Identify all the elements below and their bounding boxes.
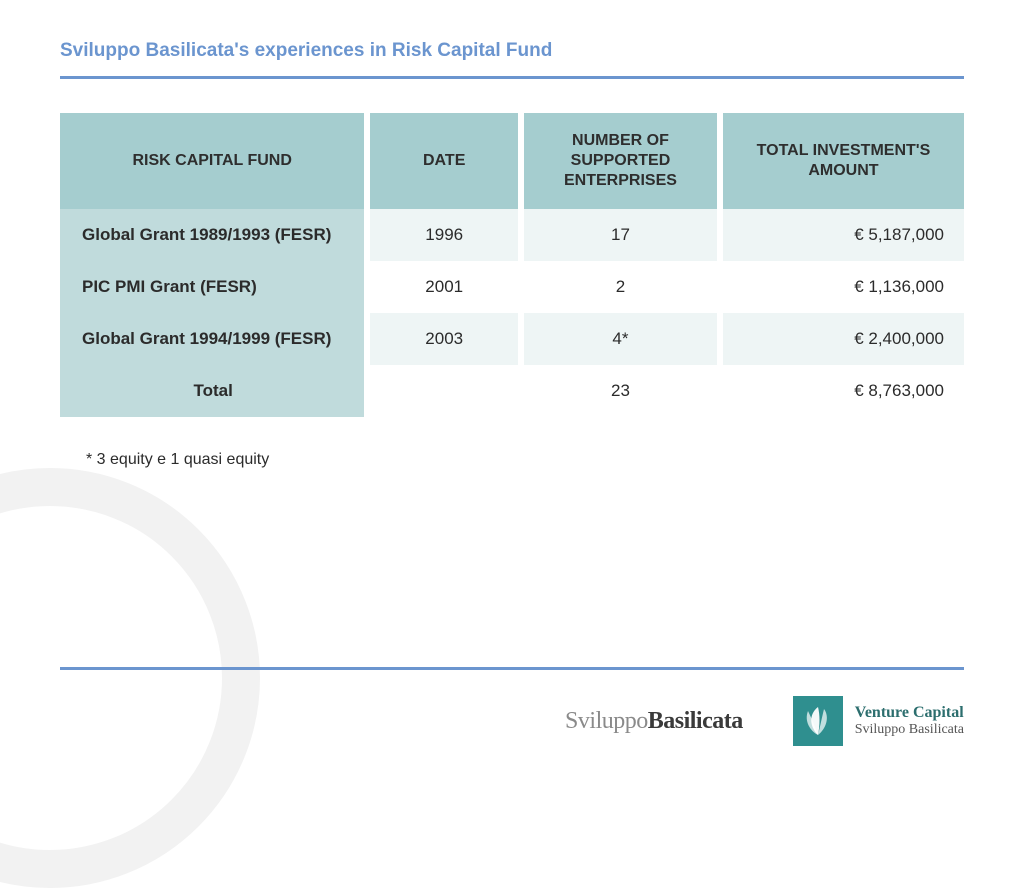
title-rule xyxy=(60,76,964,79)
table-row: Global Grant 1994/1999 (FESR) 2003 4* € … xyxy=(60,313,964,365)
table-row: Global Grant 1989/1993 (FESR) 1996 17 € … xyxy=(60,209,964,261)
cell-fund: Total xyxy=(60,365,367,417)
logo-vc-line1: Venture Capital xyxy=(855,704,964,722)
logo-sb-light: Sviluppo xyxy=(565,708,648,734)
col-header-fund: RISK CAPITAL FUND xyxy=(60,113,367,209)
logo-sviluppo-basilicata: SviluppoBasilicata xyxy=(565,708,743,735)
footer-logos: SviluppoBasilicata Venture Capital Svilu… xyxy=(565,696,964,746)
cell-amount: € 5,187,000 xyxy=(720,209,964,261)
cell-fund: Global Grant 1989/1993 (FESR) xyxy=(60,209,367,261)
slide-content: Sviluppo Basilicata's experiences in Ris… xyxy=(0,0,1024,469)
cell-date: 2001 xyxy=(367,261,521,313)
table-header-row: RISK CAPITAL FUND DATE NUMBER OF SUPPORT… xyxy=(60,113,964,209)
cell-num: 23 xyxy=(521,365,720,417)
cell-fund: PIC PMI Grant (FESR) xyxy=(60,261,367,313)
logo-vc-line2: Sviluppo Basilicata xyxy=(855,722,964,738)
table-row: PIC PMI Grant (FESR) 2001 2 € 1,136,000 xyxy=(60,261,964,313)
cell-date xyxy=(367,365,521,417)
cell-num: 2 xyxy=(521,261,720,313)
footnote: * 3 equity e 1 quasi equity xyxy=(86,451,964,469)
cell-num: 4* xyxy=(521,313,720,365)
col-header-num: NUMBER OF SUPPORTED ENTERPRISES xyxy=(521,113,720,209)
cell-date: 1996 xyxy=(367,209,521,261)
slide-title: Sviluppo Basilicata's experiences in Ris… xyxy=(60,40,964,62)
logo-venture-capital: Venture Capital Sviluppo Basilicata xyxy=(793,696,964,746)
cell-num: 17 xyxy=(521,209,720,261)
col-header-amount: TOTAL INVESTMENT'S AMOUNT xyxy=(720,113,964,209)
cell-amount: € 1,136,000 xyxy=(720,261,964,313)
cell-date: 2003 xyxy=(367,313,521,365)
logo-vc-text: Venture Capital Sviluppo Basilicata xyxy=(855,704,964,738)
cell-amount: € 8,763,000 xyxy=(720,365,964,417)
footer-rule xyxy=(60,667,964,670)
leaf-icon xyxy=(793,696,843,746)
col-header-date: DATE xyxy=(367,113,521,209)
background-circle xyxy=(0,468,260,888)
cell-fund: Global Grant 1994/1999 (FESR) xyxy=(60,313,367,365)
logo-sb-bold: Basilicata xyxy=(648,708,743,734)
table-row-total: Total 23 € 8,763,000 xyxy=(60,365,964,417)
cell-amount: € 2,400,000 xyxy=(720,313,964,365)
fund-table: RISK CAPITAL FUND DATE NUMBER OF SUPPORT… xyxy=(60,113,964,417)
